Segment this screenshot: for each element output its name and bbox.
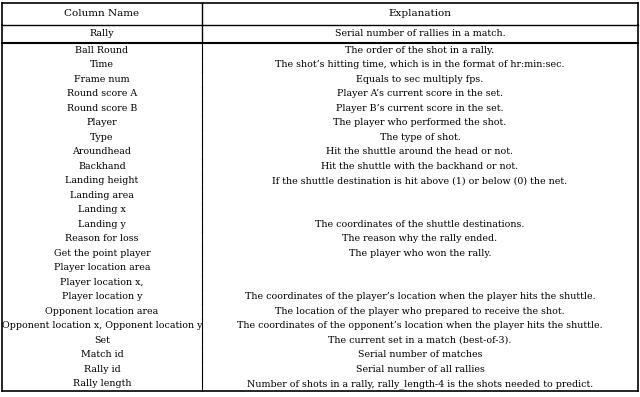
Text: Hit the shuttle with the backhand or not.: Hit the shuttle with the backhand or not… (321, 162, 518, 171)
Text: The reason why the rally ended.: The reason why the rally ended. (342, 234, 497, 243)
Text: Serial number of matches: Serial number of matches (358, 350, 483, 359)
Text: Match id: Match id (81, 350, 124, 359)
Text: Reason for loss: Reason for loss (65, 234, 139, 243)
Text: Set: Set (94, 336, 110, 345)
Text: Rally: Rally (90, 29, 115, 39)
Text: Serial number of all rallies: Serial number of all rallies (356, 365, 484, 374)
Text: Rally id: Rally id (84, 365, 120, 374)
Text: The player who won the rally.: The player who won the rally. (349, 249, 492, 258)
Text: Player: Player (86, 118, 117, 127)
Text: Opponent location x, Opponent location y: Opponent location x, Opponent location y (2, 321, 202, 330)
Text: Hit the shuttle around the head or not.: Hit the shuttle around the head or not. (326, 147, 513, 156)
Text: Ball Round: Ball Round (76, 46, 129, 55)
Text: Player A’s current score in the set.: Player A’s current score in the set. (337, 89, 503, 98)
Text: Number of shots in a rally, rally_length-4 is the shots needed to predict.: Number of shots in a rally, rally_length… (247, 379, 593, 389)
Text: Round score A: Round score A (67, 89, 137, 98)
Text: The player who performed the shot.: The player who performed the shot. (333, 118, 507, 127)
Text: Landing x: Landing x (78, 205, 126, 214)
Text: Frame num: Frame num (74, 75, 130, 84)
Text: The current set in a match (best-of-3).: The current set in a match (best-of-3). (328, 336, 512, 345)
Text: The shot’s hitting time, which is in the format of hr:min:sec.: The shot’s hitting time, which is in the… (275, 60, 564, 69)
Text: Landing y: Landing y (78, 220, 126, 229)
Text: Time: Time (90, 60, 114, 69)
Text: The order of the shot in a rally.: The order of the shot in a rally. (346, 46, 495, 55)
Text: The coordinates of the shuttle destinations.: The coordinates of the shuttle destinati… (316, 220, 525, 229)
Text: Player location y: Player location y (61, 292, 142, 301)
Text: Round score B: Round score B (67, 104, 137, 113)
Text: Opponent location area: Opponent location area (45, 307, 159, 316)
Text: The location of the player who prepared to receive the shot.: The location of the player who prepared … (275, 307, 565, 316)
Text: Explanation: Explanation (388, 10, 451, 19)
Text: The type of shot.: The type of shot. (380, 133, 460, 142)
Text: Landing height: Landing height (65, 176, 139, 185)
Text: Serial number of rallies in a match.: Serial number of rallies in a match. (335, 29, 506, 39)
Text: Equals to sec multiply fps.: Equals to sec multiply fps. (356, 75, 484, 84)
Text: Column Name: Column Name (65, 10, 140, 19)
Text: If the shuttle destination is hit above (1) or below (0) the net.: If the shuttle destination is hit above … (273, 176, 568, 185)
Text: Player location x,: Player location x, (60, 278, 144, 287)
Text: Rally length: Rally length (73, 379, 131, 388)
Text: Backhand: Backhand (78, 162, 126, 171)
Text: Aroundhead: Aroundhead (72, 147, 131, 156)
Text: The coordinates of the opponent’s location when the player hits the shuttle.: The coordinates of the opponent’s locati… (237, 321, 603, 330)
Text: Player B’s current score in the set.: Player B’s current score in the set. (336, 104, 504, 113)
Text: The coordinates of the player’s location when the player hits the shuttle.: The coordinates of the player’s location… (244, 292, 595, 301)
Text: Player location area: Player location area (54, 263, 150, 272)
Text: Type: Type (90, 133, 114, 142)
Text: Get the point player: Get the point player (54, 249, 150, 258)
Text: Landing area: Landing area (70, 191, 134, 200)
